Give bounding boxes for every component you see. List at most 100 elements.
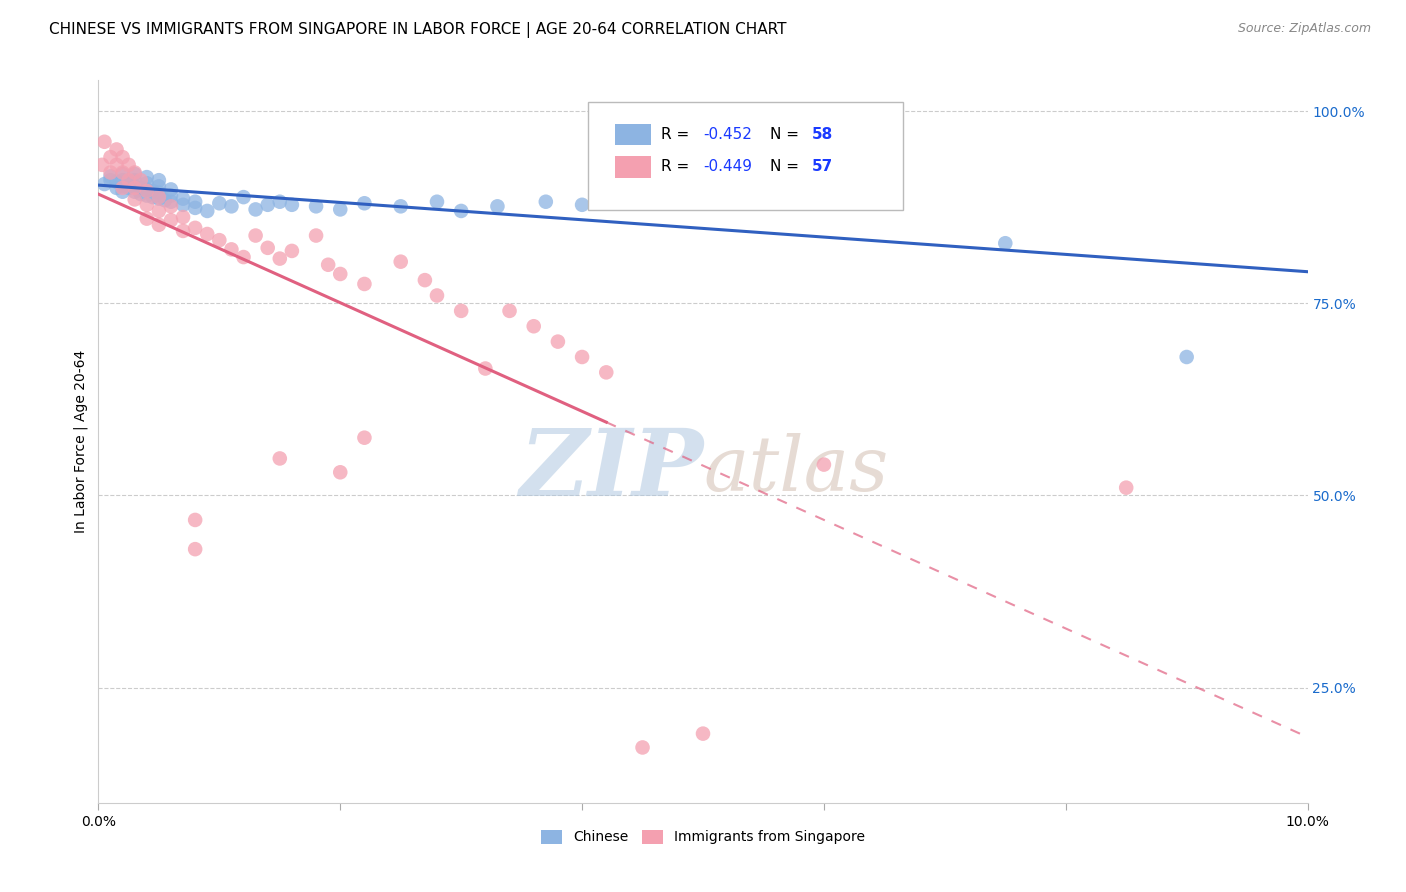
Point [221, 243, 243, 257]
Point [474, 361, 496, 376]
Point [100, 150, 122, 164]
Point [160, 194, 183, 209]
Text: N =: N = [769, 160, 803, 175]
Point [752, 186, 775, 201]
Point [523, 319, 546, 334]
Point [129, 187, 152, 202]
Point [148, 190, 170, 204]
Text: -0.452: -0.452 [703, 127, 752, 142]
Point [148, 192, 170, 206]
Point [118, 181, 141, 195]
Text: atlas: atlas [703, 434, 889, 508]
Point [100, 165, 122, 179]
Point [305, 199, 328, 213]
Point [329, 465, 352, 479]
Point [534, 194, 557, 209]
Point [692, 726, 714, 740]
Point [450, 304, 472, 318]
Point [208, 233, 231, 247]
Point [813, 173, 835, 187]
Point [118, 158, 141, 172]
Point [111, 185, 134, 199]
Point [100, 173, 122, 187]
Point [124, 193, 146, 207]
Point [450, 203, 472, 218]
Point [160, 188, 183, 202]
Point [184, 194, 207, 209]
Point [160, 199, 183, 213]
Point [1175, 350, 1198, 364]
Text: R =: R = [661, 127, 693, 142]
FancyBboxPatch shape [588, 102, 903, 211]
Point [135, 170, 157, 185]
Point [813, 458, 835, 472]
Point [100, 169, 122, 184]
Point [111, 167, 134, 181]
Point [232, 190, 254, 204]
Point [389, 199, 412, 213]
Point [148, 179, 170, 194]
Point [595, 194, 617, 209]
Point [571, 198, 593, 212]
Point [148, 186, 170, 200]
Text: N =: N = [769, 127, 803, 142]
Point [93, 135, 115, 149]
Point [135, 198, 157, 212]
Point [105, 181, 128, 195]
Text: Source: ZipAtlas.com: Source: ZipAtlas.com [1237, 22, 1371, 36]
Point [329, 267, 352, 281]
Text: ZIP: ZIP [519, 425, 703, 516]
Point [93, 177, 115, 191]
Point [184, 542, 207, 557]
Point [111, 165, 134, 179]
Point [353, 277, 375, 291]
Point [135, 182, 157, 196]
Point [595, 365, 617, 379]
Point [353, 196, 375, 211]
Point [281, 198, 304, 212]
Point [135, 211, 157, 226]
Point [129, 181, 152, 195]
Point [153, 193, 176, 207]
Point [172, 210, 194, 224]
Point [547, 334, 569, 349]
Point [172, 224, 194, 238]
Point [118, 173, 141, 187]
Point [105, 143, 128, 157]
Point [142, 184, 165, 198]
Point [111, 181, 134, 195]
Point [329, 202, 352, 217]
Point [172, 192, 194, 206]
Point [426, 194, 449, 209]
Point [91, 158, 114, 172]
Point [124, 167, 146, 181]
Point [498, 304, 520, 318]
Point [631, 740, 654, 755]
Point [105, 158, 128, 172]
Point [111, 150, 134, 164]
Point [111, 179, 134, 194]
Point [486, 199, 509, 213]
FancyBboxPatch shape [614, 124, 651, 145]
Point [124, 165, 146, 179]
Point [668, 192, 690, 206]
Point [208, 196, 231, 211]
Point [135, 176, 157, 190]
Text: 58: 58 [811, 127, 834, 142]
Point [160, 213, 183, 227]
Point [994, 236, 1017, 251]
Point [135, 184, 157, 198]
Point [245, 228, 267, 243]
Point [1115, 481, 1137, 495]
Point [172, 198, 194, 212]
Point [184, 201, 207, 215]
Legend: Chinese, Immigrants from Singapore: Chinese, Immigrants from Singapore [536, 824, 870, 850]
Point [129, 173, 152, 187]
Point [221, 199, 243, 213]
Point [426, 288, 449, 302]
Point [105, 175, 128, 189]
Point [124, 181, 146, 195]
Point [195, 227, 218, 241]
Point [316, 258, 339, 272]
Point [256, 241, 278, 255]
